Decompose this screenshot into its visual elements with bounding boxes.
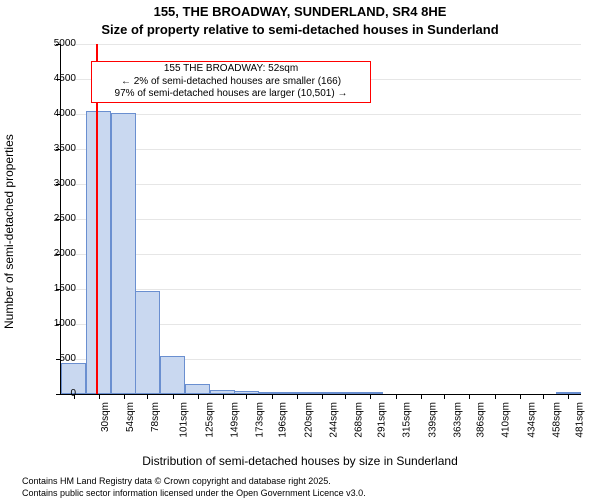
x-tick-mark [322, 394, 323, 399]
grid-line [61, 289, 581, 290]
x-tick-mark [495, 394, 496, 399]
grid-line [61, 184, 581, 185]
x-tick-label: 386sqm [476, 402, 487, 438]
x-tick-mark [173, 394, 174, 399]
x-tick-label: 101sqm [179, 402, 190, 438]
x-tick-mark [444, 394, 445, 399]
histogram-bar [160, 356, 185, 395]
x-tick-mark [198, 394, 199, 399]
y-tick-label: 500 [36, 353, 76, 364]
footer-line2: Contains public sector information licen… [22, 488, 366, 498]
x-tick-mark [396, 394, 397, 399]
x-tick-label: 220sqm [303, 402, 314, 438]
x-tick-label: 244sqm [328, 402, 339, 438]
y-tick-label: 2000 [36, 248, 76, 259]
chart-title-line1: 155, THE BROADWAY, SUNDERLAND, SR4 8HE [0, 4, 600, 19]
grid-line [61, 114, 581, 115]
annotation-line2: ← 2% of semi-detached houses are smaller… [95, 76, 367, 89]
x-tick-mark [223, 394, 224, 399]
histogram-bar [111, 113, 136, 394]
annotation-box: 155 THE BROADWAY: 52sqm← 2% of semi-deta… [91, 61, 371, 103]
plot-area: 155 THE BROADWAY: 52sqm← 2% of semi-deta… [60, 44, 581, 395]
histogram-bar [86, 111, 111, 395]
y-axis-label: Number of semi-detached properties [2, 134, 16, 329]
x-tick-label: 315sqm [402, 402, 413, 438]
x-tick-label: 30sqm [100, 402, 111, 432]
histogram-bar [135, 291, 160, 394]
y-tick-label: 2500 [36, 213, 76, 224]
x-tick-mark [297, 394, 298, 399]
x-tick-mark [272, 394, 273, 399]
annotation-line3: 97% of semi-detached houses are larger (… [95, 88, 367, 101]
x-tick-mark [147, 394, 148, 399]
x-tick-mark [345, 394, 346, 399]
y-tick-label: 1500 [36, 283, 76, 294]
grid-line [61, 254, 581, 255]
x-tick-label: 173sqm [254, 402, 265, 438]
x-axis-label: Distribution of semi-detached houses by … [0, 454, 600, 468]
chart-container: 155, THE BROADWAY, SUNDERLAND, SR4 8HE S… [0, 0, 600, 500]
x-tick-mark [469, 394, 470, 399]
x-tick-mark [246, 394, 247, 399]
x-tick-mark [543, 394, 544, 399]
y-tick-label: 4500 [36, 73, 76, 84]
x-tick-label: 268sqm [353, 402, 364, 438]
y-tick-label: 1000 [36, 318, 76, 329]
x-tick-label: 339sqm [427, 402, 438, 438]
grid-line [61, 149, 581, 150]
x-tick-label: 410sqm [501, 402, 512, 438]
footer-line1: Contains HM Land Registry data © Crown c… [22, 476, 331, 486]
x-tick-label: 54sqm [125, 402, 136, 432]
x-tick-label: 458sqm [551, 402, 562, 438]
x-tick-mark [124, 394, 125, 399]
x-tick-label: 196sqm [278, 402, 289, 438]
x-tick-mark [568, 394, 569, 399]
x-tick-mark [421, 394, 422, 399]
y-tick-label: 4000 [36, 108, 76, 119]
y-tick-label: 3500 [36, 143, 76, 154]
x-tick-mark [99, 394, 100, 399]
x-tick-mark [370, 394, 371, 399]
y-tick-label: 5000 [36, 38, 76, 49]
x-tick-label: 481sqm [575, 402, 586, 438]
x-tick-label: 434sqm [526, 402, 537, 438]
x-tick-label: 149sqm [229, 402, 240, 438]
chart-title-line2: Size of property relative to semi-detach… [0, 22, 600, 37]
x-tick-mark [520, 394, 521, 399]
y-tick-label: 3000 [36, 178, 76, 189]
x-tick-label: 291sqm [377, 402, 388, 438]
histogram-bar [185, 384, 210, 395]
annotation-line1: 155 THE BROADWAY: 52sqm [95, 63, 367, 76]
x-tick-label: 125sqm [204, 402, 215, 438]
grid-line [61, 44, 581, 45]
x-tick-label: 363sqm [452, 402, 463, 438]
y-tick-label: 0 [36, 388, 76, 399]
x-tick-label: 78sqm [150, 402, 161, 432]
grid-line [61, 219, 581, 220]
